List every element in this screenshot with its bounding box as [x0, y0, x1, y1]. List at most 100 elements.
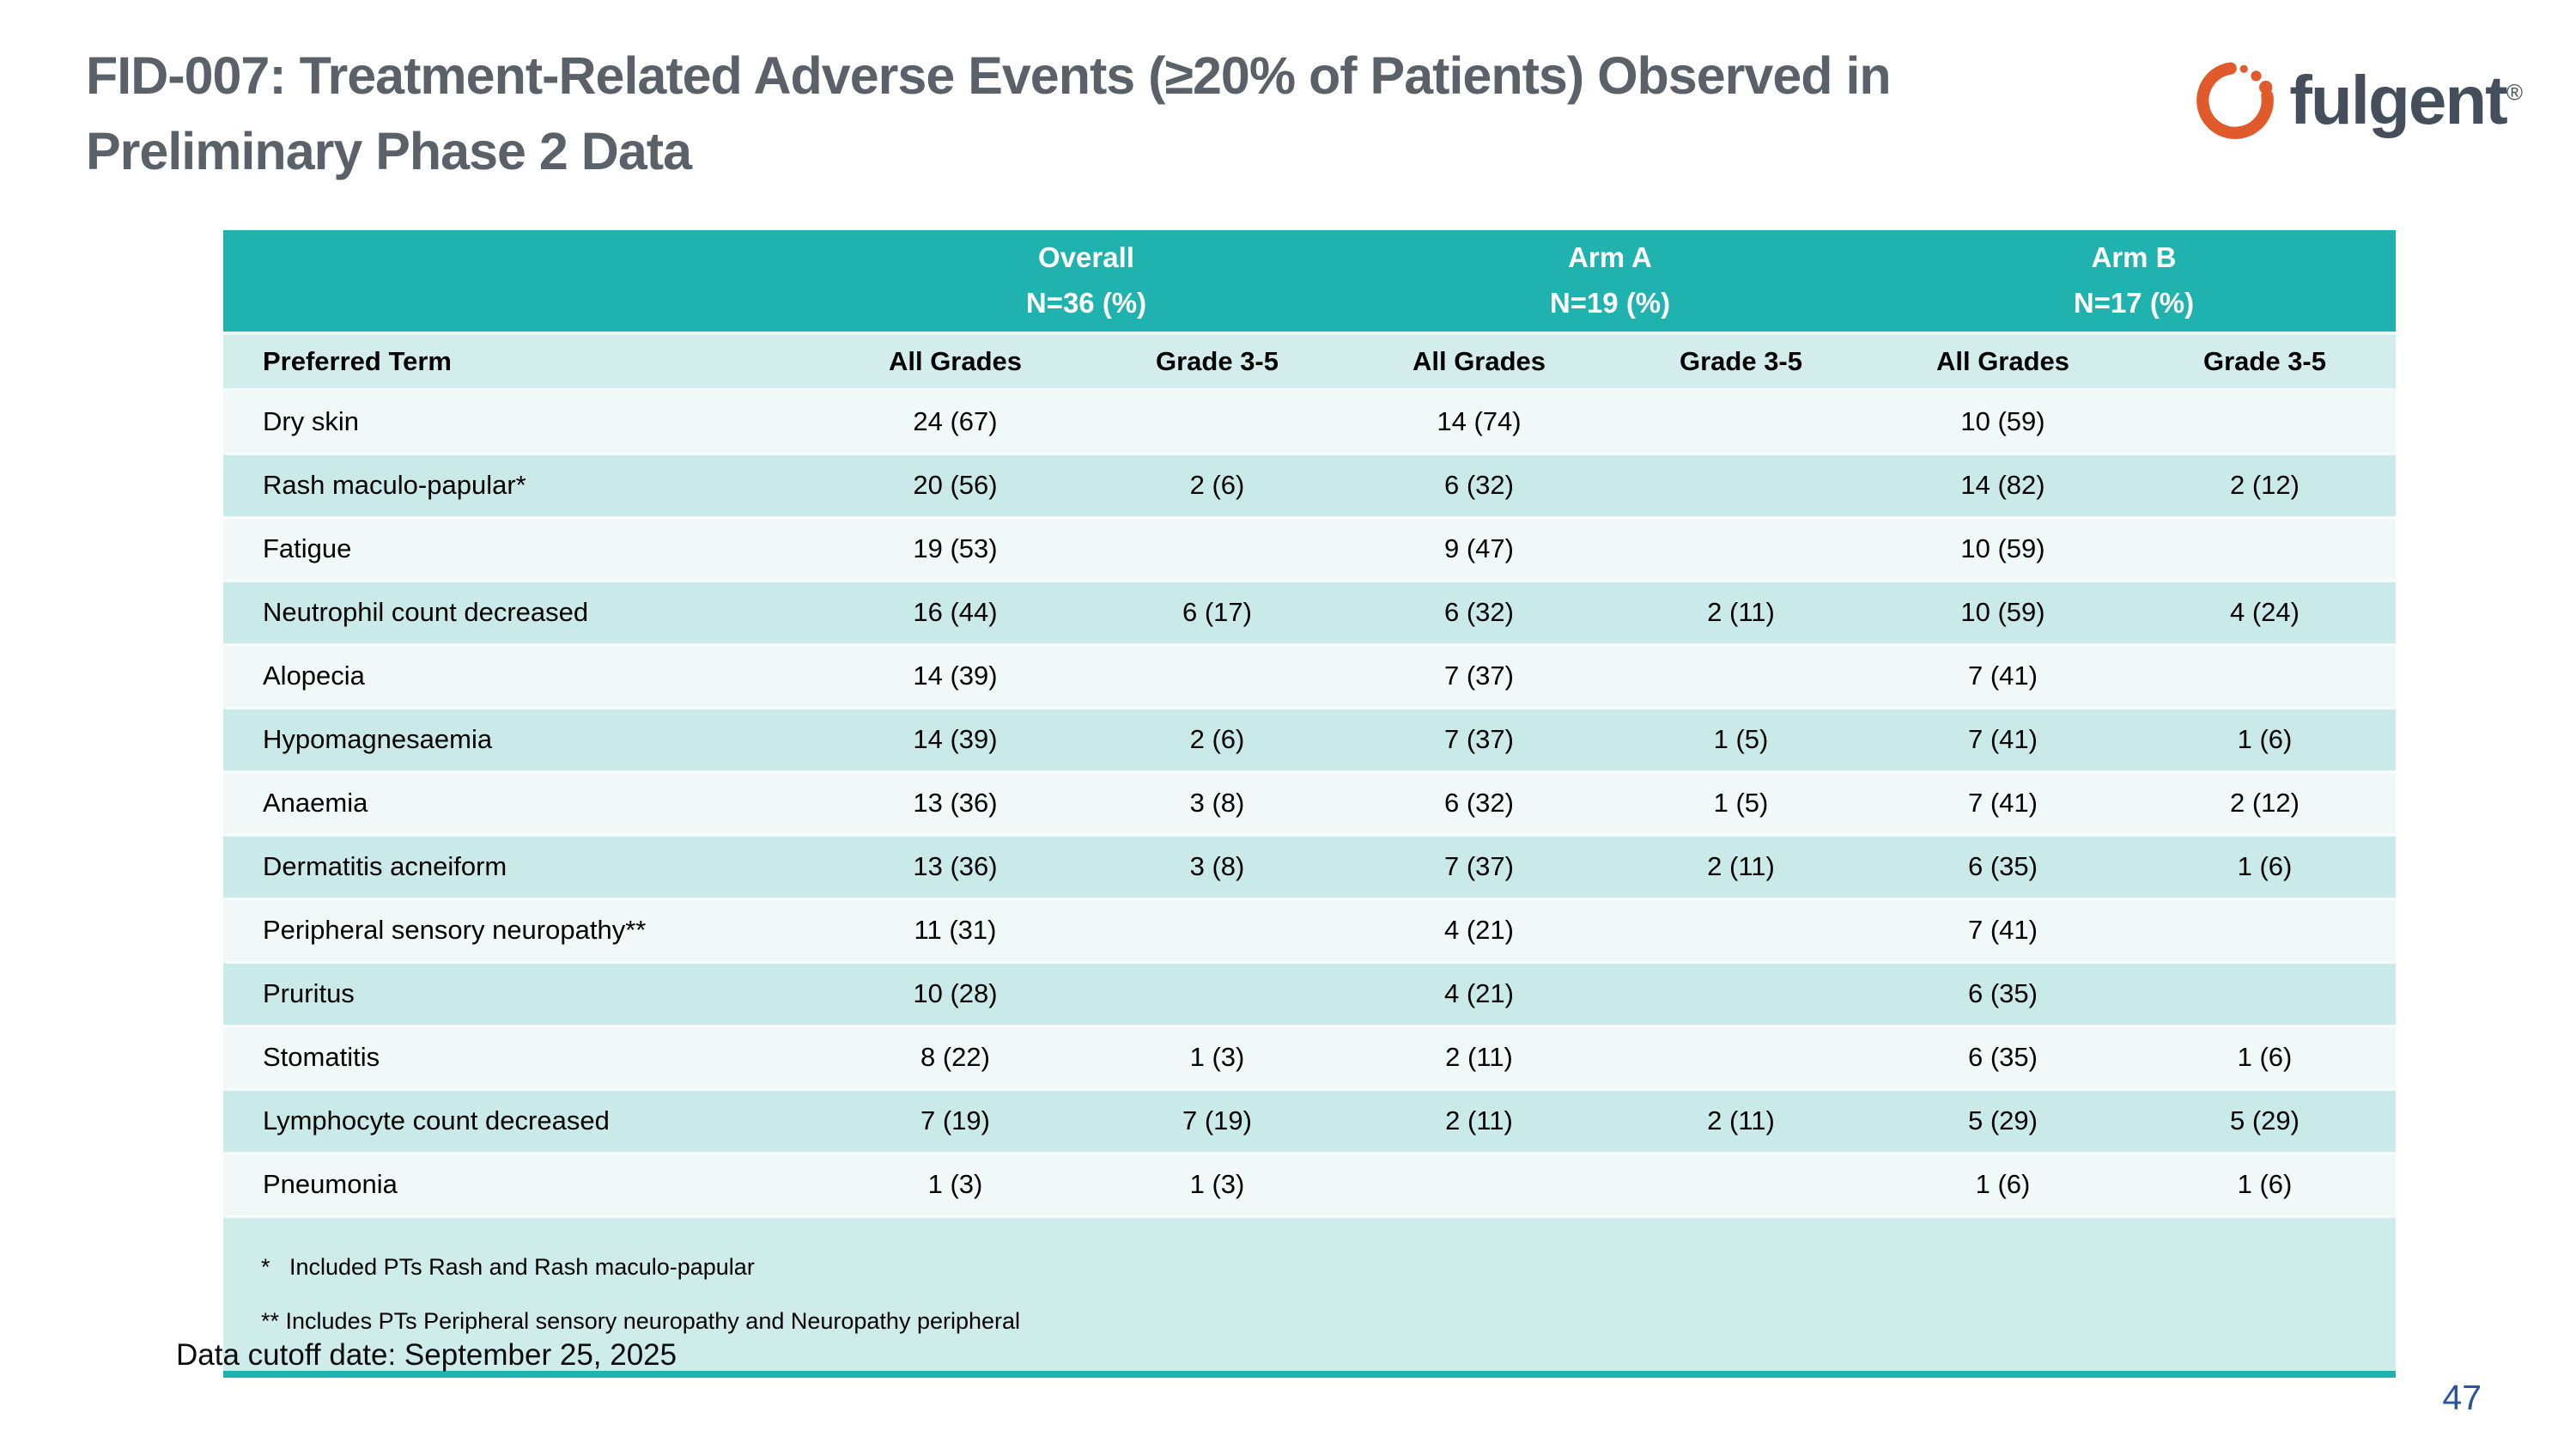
value-cell	[1086, 962, 1348, 1026]
value-cell: 6 (35)	[1968, 1042, 2038, 1072]
term-cell: Dry skin	[263, 406, 359, 437]
value-cell	[1610, 962, 1872, 1026]
value-cell: 4 (24)	[2230, 597, 2300, 627]
term-cell: Rash maculo-papular*	[263, 470, 526, 500]
value-cell: 6 (35)	[1968, 978, 2038, 1008]
page-number: 47	[2442, 1378, 2482, 1417]
table-column-header-row: Preferred Term All Grades Grade 3-5 All …	[223, 333, 2396, 392]
value-cell	[1610, 1026, 1872, 1089]
value-cell: 3 (8)	[1189, 788, 1245, 818]
term-cell: Fatigue	[263, 533, 352, 563]
value-cell: 6 (32)	[1444, 788, 1514, 818]
table-row: Fatigue 19 (53) 9 (47) 10 (59)	[223, 517, 2396, 581]
footnote-line: ** Includes PTs Peripheral sensory neuro…	[261, 1307, 1021, 1334]
value-cell: 2 (11)	[1445, 1105, 1513, 1135]
value-cell: 2 (12)	[2230, 788, 2300, 818]
value-cell: 4 (21)	[1444, 978, 1514, 1008]
value-cell: 7 (41)	[1968, 915, 2038, 945]
table-row: Stomatitis 8 (22) 1 (3) 2 (11) 6 (35) 1 (6)	[223, 1026, 2396, 1089]
table-row: Pruritus 10 (28) 4 (21) 6 (35)	[223, 962, 2396, 1026]
value-cell	[2134, 390, 2396, 454]
value-cell: 14 (39)	[913, 724, 998, 754]
value-cell: 7 (41)	[1968, 724, 2038, 754]
data-cutoff-note: Data cutoff date: September 25, 2025	[176, 1338, 677, 1372]
value-cell: 6 (32)	[1444, 597, 1514, 627]
value-cell: 3 (8)	[1189, 851, 1245, 881]
column-header-all-grades: All Grades	[1348, 333, 1610, 392]
value-cell	[2134, 898, 2396, 962]
page-title: FID-007: Treatment-Related Adverse Event…	[86, 46, 1892, 181]
term-cell: Hypomagnesaemia	[263, 724, 493, 754]
table-row: Alopecia 14 (39) 7 (37) 7 (41)	[223, 644, 2396, 708]
registered-mark: ®	[2506, 79, 2523, 106]
value-cell: 1 (3)	[1189, 1042, 1245, 1072]
footnote-line: * Included PTs Rash and Rash maculo-papu…	[261, 1253, 755, 1280]
footnote-row: * Included PTs Rash and Rash maculo-papu…	[223, 1215, 2396, 1379]
column-header-all-grades: All Grades	[1872, 333, 2134, 392]
table-row: Pneumonia 1 (3) 1 (3) 1 (6) 1 (6)	[223, 1153, 2396, 1216]
value-cell: 1 (6)	[2237, 1042, 2293, 1072]
column-header-grade-3-5: Grade 3-5	[2134, 333, 2396, 392]
term-cell: Pneumonia	[263, 1169, 398, 1199]
term-cell: Pruritus	[263, 978, 355, 1008]
column-header-grade-3-5: Grade 3-5	[1086, 333, 1348, 392]
value-cell: 13 (36)	[913, 851, 998, 881]
value-cell: 7 (19)	[1182, 1105, 1252, 1135]
value-cell: 7 (37)	[1444, 724, 1514, 754]
value-cell	[1610, 1153, 1872, 1216]
value-cell	[1610, 644, 1872, 708]
value-cell: 2 (12)	[2230, 470, 2300, 500]
value-cell: 10 (59)	[1960, 533, 2045, 563]
value-cell: 1 (3)	[927, 1169, 983, 1199]
group-header-spacer	[223, 230, 824, 335]
value-cell	[1610, 390, 1872, 454]
value-cell: 10 (59)	[1960, 406, 2045, 437]
group-header-arm-b: Arm B N=17 (%)	[1872, 230, 2396, 335]
fulgent-wordmark: fulgent®	[2289, 62, 2523, 138]
value-cell	[1086, 644, 1348, 708]
value-cell: 2 (11)	[1707, 1105, 1775, 1135]
value-cell: 9 (47)	[1444, 533, 1514, 563]
value-cell	[2134, 517, 2396, 581]
table-row: Dermatitis acneiform 13 (36) 3 (8) 7 (37) 2 …	[223, 835, 2396, 898]
column-header-all-grades: All Grades	[824, 333, 1086, 392]
value-cell: 6 (17)	[1182, 597, 1252, 627]
column-header-preferred-term: Preferred Term	[223, 333, 824, 392]
value-cell: 14 (74)	[1437, 406, 1522, 437]
group-header-overall: Overall N=36 (%)	[824, 230, 1348, 335]
term-cell: Alopecia	[263, 661, 365, 691]
table-row: Hypomagnesaemia 14 (39) 2 (6) 7 (37) 1 (5) 7 …	[223, 708, 2396, 771]
value-cell: 2 (11)	[1707, 851, 1775, 881]
term-cell: Peripheral sensory neuropathy**	[263, 915, 647, 945]
term-cell: Anaemia	[263, 788, 368, 818]
value-cell	[1610, 454, 1872, 517]
term-cell: Lymphocyte count decreased	[263, 1105, 610, 1135]
column-header-grade-3-5: Grade 3-5	[1610, 333, 1872, 392]
value-cell	[1086, 390, 1348, 454]
term-cell: Neutrophil count decreased	[263, 597, 589, 627]
value-cell: 5 (29)	[2230, 1105, 2300, 1135]
table-group-header-row: Overall N=36 (%) Arm A N=19 (%) Arm B N=…	[223, 230, 2396, 335]
table-row: Rash maculo-papular* 20 (56) 2 (6) 6 (32) 14…	[223, 454, 2396, 517]
value-cell: 5 (29)	[1968, 1105, 2038, 1135]
value-cell: 2 (11)	[1445, 1042, 1513, 1072]
value-cell: 11 (31)	[914, 915, 997, 945]
value-cell: 2 (11)	[1707, 597, 1775, 627]
value-cell: 10 (28)	[913, 978, 998, 1008]
footnote-cell: * Included PTs Rash and Rash maculo-papu…	[223, 1215, 2396, 1379]
value-cell: 1 (5)	[1713, 724, 1769, 754]
adverse-events-table: Overall N=36 (%) Arm A N=19 (%) Arm B N=…	[223, 230, 2396, 1379]
table-row: Anaemia 13 (36) 3 (8) 6 (32) 1 (5) 7 (41) 2 (1…	[223, 771, 2396, 835]
value-cell: 14 (39)	[913, 661, 998, 691]
value-cell: 1 (6)	[1975, 1169, 2031, 1199]
term-cell: Dermatitis acneiform	[263, 851, 507, 881]
value-cell: 24 (67)	[913, 406, 998, 437]
value-cell: 6 (32)	[1444, 470, 1514, 500]
value-cell: 6 (35)	[1968, 851, 2038, 881]
value-cell: 8 (22)	[920, 1042, 990, 1072]
value-cell: 1 (5)	[1713, 788, 1769, 818]
value-cell: 2 (6)	[1189, 470, 1245, 500]
value-cell	[1610, 517, 1872, 581]
value-cell: 7 (37)	[1444, 851, 1514, 881]
table-row: Lymphocyte count decreased 7 (19) 7 (19) 2 …	[223, 1089, 2396, 1153]
